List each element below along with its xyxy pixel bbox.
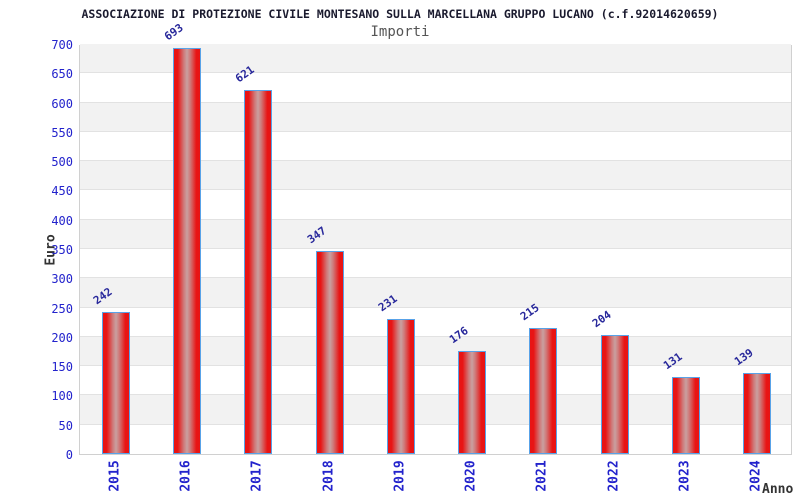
gridline [80,160,791,162]
y-tick-label: 50 [58,418,73,433]
bar-2019 [386,318,415,454]
y-tick-label: 350 [51,243,73,257]
plot-area [79,44,792,455]
x-axis-label: Anno [762,482,794,497]
bar-2021 [529,328,558,454]
bar-2016 [172,48,201,454]
x-tick-label-2016: 2016 [178,460,194,492]
gridline [80,306,791,308]
bar-2022 [600,334,629,454]
y-tick-label: 150 [51,360,73,375]
gridline [80,423,791,425]
x-tick-label-2023: 2023 [677,460,693,492]
y-tick-label: 650 [51,67,73,82]
x-tick-label-2015: 2015 [107,460,123,492]
x-tick-label-2020: 2020 [463,460,479,492]
bar-2020 [458,350,487,454]
gridline [80,72,791,74]
y-tick-label: 700 [51,38,73,52]
x-tick-label-2017: 2017 [249,460,265,492]
y-tick-label: 600 [51,96,73,111]
gridline [80,101,791,103]
chart-subtitle: Importi [370,24,430,40]
gridline [80,189,791,191]
y-tick-label: 250 [51,301,73,316]
y-tick-label: 300 [51,272,73,287]
bar-2018 [315,250,344,454]
y-tick-label: 200 [51,330,73,345]
bar-2024 [743,372,772,454]
y-tick-label: 400 [51,213,73,228]
x-tick-label-2018: 2018 [321,460,337,492]
x-tick-label-2024: 2024 [748,460,764,492]
bar-2023 [672,377,701,454]
x-tick-label-2021: 2021 [534,460,550,492]
gridline [80,365,791,367]
gridline [80,277,791,279]
x-tick-label-2019: 2019 [392,460,408,492]
bar-2017 [244,90,273,454]
chart-title: ASSOCIAZIONE DI PROTEZIONE CIVILE MONTES… [81,7,719,21]
gridline [80,248,791,249]
y-tick-label: 100 [51,389,73,404]
y-tick-label: 500 [51,155,73,170]
bar-2015 [101,312,130,454]
y-tick-label: 550 [51,125,73,140]
y-tick-label: 450 [51,184,73,199]
gridline [80,394,791,396]
gridline [80,218,791,220]
gridline [80,130,791,132]
x-tick-label-2022: 2022 [606,460,622,492]
gridline [80,335,791,337]
y-tick-label: 0 [65,448,73,462]
